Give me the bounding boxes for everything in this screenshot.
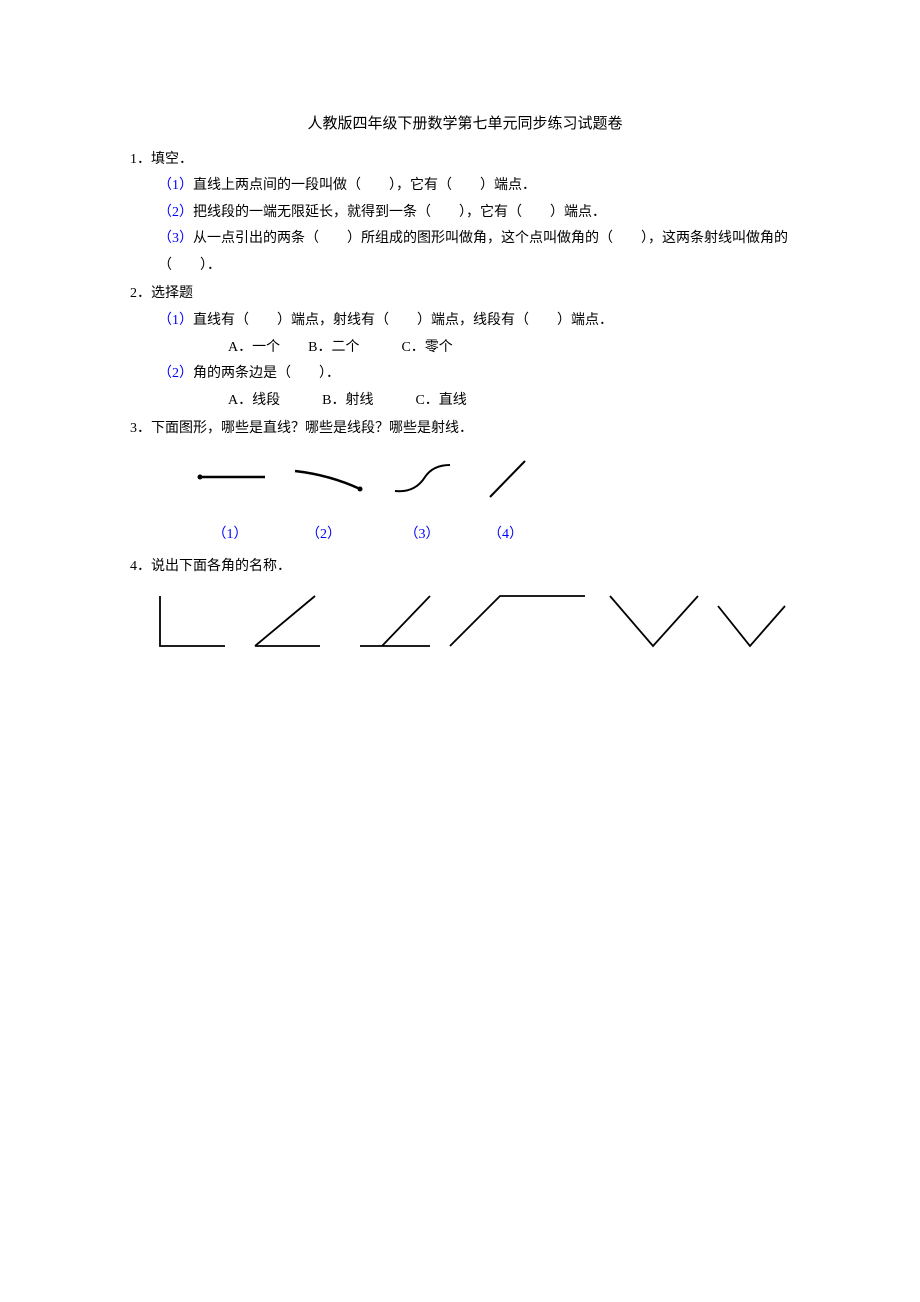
section-1-header: 1．填空．: [130, 147, 800, 174]
section-4-header: 4．说出下面各角的名称．: [130, 554, 800, 581]
section-2: 2．选择题 （1）直线有（ ）端点，射线有（ ）端点，线段有（ ）端点． A．一…: [130, 281, 800, 414]
section-3-header: 3．下面图形，哪些是直线？哪些是线段？哪些是射线．: [130, 416, 800, 443]
item-text: 从一点引出的两条（ ）所组成的图形叫做角，这个点叫做角的（ ），这两条射线叫做角…: [158, 231, 788, 273]
item-2-1: （1）直线有（ ）端点，射线有（ ）端点，线段有（ ）端点．: [130, 308, 800, 335]
figure-labels: （1） （2） （3） （4）: [130, 522, 800, 549]
item-1-3: （3）从一点引出的两条（ ）所组成的图形叫做角，这个点叫做角的（ ），这两条射线…: [130, 226, 800, 279]
item-text: 角的两条边是（ ）．: [193, 366, 340, 381]
angle-figures: [130, 591, 800, 664]
section-2-header: 2．选择题: [130, 281, 800, 308]
section-1: 1．填空． （1）直线上两点间的一段叫做（ ），它有（ ）端点． （2）把线段的…: [130, 147, 800, 280]
page-title: 人教版四年级下册数学第七单元同步练习试题卷: [130, 110, 800, 139]
item-num: （3）: [158, 231, 193, 246]
angle-figures-svg: [150, 591, 790, 653]
item-2-1-options: A．一个 B．二个 C．零个: [130, 335, 800, 362]
item-text: 直线上两点间的一段叫做（ ），它有（ ）端点．: [193, 178, 536, 193]
line-figures-svg: [190, 457, 590, 507]
figures-lines: [130, 457, 800, 518]
item-text: 直线有（ ）端点，射线有（ ）端点，线段有（ ）端点．: [193, 313, 613, 328]
fig-label-1: （1）: [190, 522, 270, 549]
fig-label-2: （2）: [274, 522, 374, 549]
item-1-2: （2）把线段的一端无限延长，就得到一条（ ），它有（ ）端点．: [130, 200, 800, 227]
item-1-1: （1）直线上两点间的一段叫做（ ），它有（ ）端点．: [130, 173, 800, 200]
item-num: （2）: [158, 205, 193, 220]
section-4: 4．说出下面各角的名称．: [130, 554, 800, 663]
item-2-2: （2）角的两条边是（ ）．: [130, 361, 800, 388]
section-3: 3．下面图形，哪些是直线？哪些是线段？哪些是射线． （1） （2） （3） （4…: [130, 416, 800, 548]
item-2-2-options: A．线段 B．射线 C．直线: [130, 388, 800, 415]
item-num: （2）: [158, 366, 193, 381]
item-num: （1）: [158, 178, 193, 193]
item-text: 把线段的一端无限延长，就得到一条（ ），它有（ ）端点．: [193, 205, 606, 220]
item-num: （1）: [158, 313, 193, 328]
fig-label-3: （3）: [377, 522, 467, 549]
fig-label-4: （4）: [471, 522, 541, 549]
